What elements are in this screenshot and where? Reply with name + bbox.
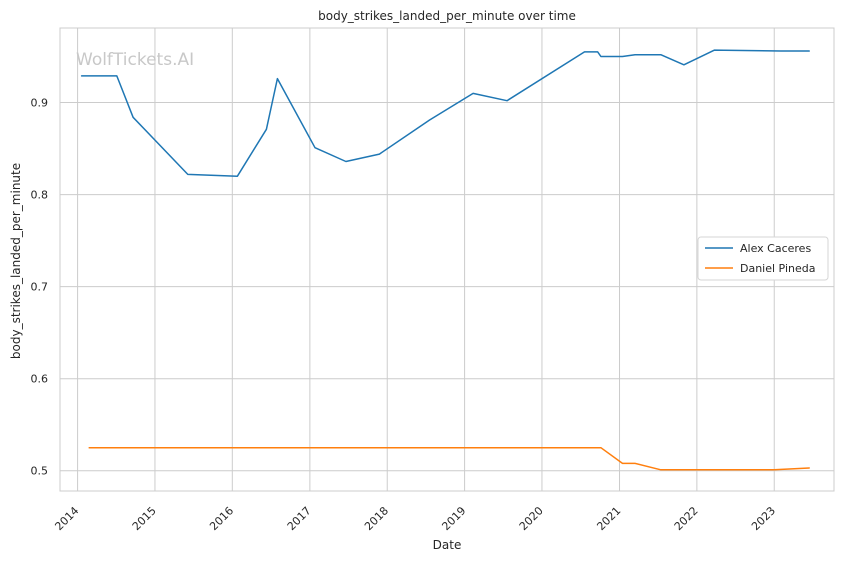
y-axis-label: body_strikes_landed_per_minute [9,163,23,359]
y-tick-label: 0.6 [31,373,49,386]
x-axis-label: Date [433,538,462,552]
legend: Alex Caceres Daniel Pineda [697,236,829,281]
y-tick-label: 0.5 [31,465,49,478]
y-tick-label: 0.8 [31,189,49,202]
series-line-alex-caceres [80,49,810,177]
y-tick-label: 0.9 [31,97,49,110]
series-layer [80,49,810,471]
legend-label-daniel-pineda: Daniel Pineda [740,262,815,275]
series-line-daniel-pineda [88,446,810,471]
plot-frame [59,27,835,492]
chart-title: body_strikes_landed_per_minute over time [318,9,576,23]
watermark: WolfTickets.AI [76,50,194,70]
y-tick-label: 0.7 [31,281,49,294]
legend-label-alex-caceres: Alex Caceres [740,242,811,255]
